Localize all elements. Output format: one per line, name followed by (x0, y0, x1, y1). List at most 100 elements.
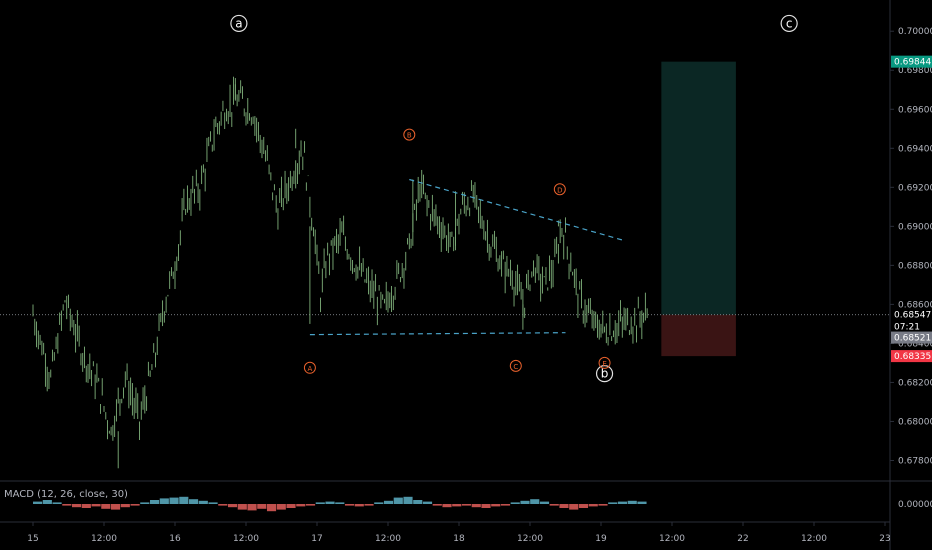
macd-bar (266, 504, 277, 512)
macd-tick-label: 0.00000 (898, 500, 932, 510)
price-badge-label: 0.68521 (894, 334, 931, 344)
wave-label-circle (780, 14, 798, 33)
macd-bar (33, 501, 43, 504)
macd-bar (569, 504, 579, 510)
macd-bar (549, 504, 559, 506)
y-tick-label: 0.68000 (898, 417, 932, 427)
macd-bar (471, 504, 481, 508)
wave-label-circle (230, 14, 248, 33)
x-tick-label: 15 (27, 534, 38, 544)
price-badge (891, 331, 932, 344)
wave-label: c (786, 16, 793, 30)
macd-bar (208, 502, 218, 504)
macd-bar (588, 504, 598, 507)
wave-trendline (309, 332, 566, 336)
macd-bar (500, 504, 511, 506)
macd-bar (286, 504, 296, 508)
macd-bar (578, 504, 589, 508)
macd-bar (364, 504, 374, 506)
wave-label: b (601, 367, 609, 381)
macd-bar (413, 500, 423, 504)
subwave-label: B (407, 132, 412, 140)
wave-label-circle (595, 365, 614, 383)
subwave-label-circle (553, 183, 566, 196)
y-tick-label: 0.69800 (898, 66, 932, 76)
macd-bar (627, 500, 637, 504)
macd-bar (247, 504, 257, 511)
x-tick-label: 23 (879, 534, 890, 544)
x-tick-label: 16 (169, 534, 181, 544)
subwave-label-circle (403, 128, 416, 141)
y-tick-label: 0.68200 (898, 378, 932, 388)
price-badge (891, 308, 932, 321)
macd-bar (461, 504, 472, 506)
macd-bar (62, 504, 72, 506)
x-tick-label: 12:00 (517, 534, 543, 544)
subwave-label-circle (598, 356, 611, 369)
subwave-label-circle (303, 361, 316, 374)
macd-bar (257, 504, 267, 509)
macd-bar (344, 504, 355, 506)
macd-bar (481, 504, 491, 508)
x-tick-label: 22 (737, 534, 748, 544)
macd-bar (491, 504, 501, 507)
macd-bar (101, 504, 111, 509)
macd-bar (452, 504, 462, 507)
macd-bar (325, 501, 335, 504)
x-tick-label: 12:00 (801, 534, 827, 544)
subwave-label: A (308, 365, 313, 373)
macd-bar (130, 504, 140, 506)
x-tick-label: 12:00 (375, 534, 401, 544)
macd-bar (403, 496, 413, 504)
y-tick-label: 0.69600 (898, 105, 932, 115)
price-badge-label: 0.68547 (894, 311, 931, 321)
macd-bar (374, 502, 384, 504)
macd-bar (539, 501, 550, 504)
price-badge (891, 350, 932, 363)
macd-bar (52, 502, 62, 504)
macd-bar (179, 496, 189, 504)
macd-bar (120, 504, 130, 508)
macd-bar (608, 502, 618, 504)
macd-bar (510, 502, 520, 504)
macd-bar (520, 500, 530, 504)
macd-bar (42, 500, 52, 504)
macd-bar (91, 504, 101, 507)
y-tick-label: 0.68800 (898, 261, 932, 271)
macd-bar (335, 502, 345, 504)
x-tick-label: 17 (311, 534, 322, 544)
macd-bar (296, 504, 306, 507)
subwave-label: E (602, 360, 606, 368)
y-tick-label: 0.69400 (898, 144, 932, 154)
macd-bar (149, 500, 160, 504)
macd-bar (81, 504, 91, 508)
macd-bar (422, 501, 433, 504)
macd-bar (637, 501, 647, 504)
subwave-label-circle (509, 359, 522, 372)
x-tick-label: 12:00 (659, 534, 685, 544)
macd-bar (218, 504, 228, 506)
y-tick-label: 0.70000 (898, 27, 932, 37)
macd-bar (237, 504, 247, 510)
macd-histogram (33, 496, 647, 512)
price-badge-label: 07:21 (894, 322, 920, 332)
price-series (32, 76, 648, 469)
price-badge-label: 0.68335 (894, 352, 931, 362)
y-tick-label: 0.68600 (898, 300, 932, 310)
macd-bar (276, 504, 286, 510)
macd-label: MACD (12, 26, close, 30) (4, 489, 128, 500)
macd-bar (305, 504, 316, 506)
x-tick-label: 12:00 (91, 534, 117, 544)
price-badge-label: 0.69844 (894, 58, 931, 68)
position-target-zone (661, 61, 736, 315)
y-tick-label: 0.69200 (898, 183, 932, 193)
x-tick-label: 12:00 (233, 534, 259, 544)
position-stop-zone (661, 314, 736, 357)
macd-bar (354, 504, 364, 507)
x-tick-label: 18 (453, 534, 465, 544)
y-tick-label: 0.68400 (898, 339, 932, 349)
wave-trendline (409, 178, 623, 241)
macd-bar (71, 504, 82, 508)
